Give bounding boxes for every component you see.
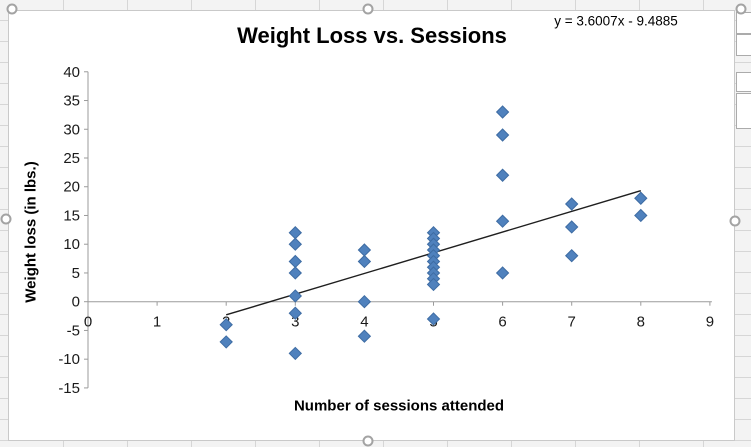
y-tick-label[interactable]: -15 <box>58 380 80 397</box>
resize-handle-top-center[interactable] <box>362 3 374 15</box>
scatter-point[interactable] <box>288 346 303 361</box>
scatter-point[interactable] <box>219 317 233 332</box>
scatter-point[interactable] <box>495 266 510 280</box>
scatter-point[interactable] <box>495 168 510 182</box>
x-tick-label[interactable]: 6 <box>498 314 506 331</box>
y-tick-label[interactable]: 40 <box>63 64 80 81</box>
y-tick-label[interactable]: 30 <box>63 121 80 138</box>
scatter-point[interactable] <box>357 254 372 269</box>
scatter-point[interactable] <box>288 237 303 251</box>
resize-handle-middle-right[interactable] <box>729 215 741 227</box>
scatter-point[interactable] <box>357 329 372 343</box>
x-tick-label[interactable]: 7 <box>568 314 576 331</box>
scatter-point[interactable] <box>288 289 303 303</box>
y-tick-label[interactable]: 0 <box>72 294 80 311</box>
scatter-point[interactable] <box>288 226 303 240</box>
spreadsheet-cell <box>736 93 751 129</box>
scatter-point[interactable] <box>219 335 233 349</box>
y-tick-label[interactable]: 35 <box>63 93 80 110</box>
y-tick-label[interactable]: 15 <box>63 207 80 224</box>
y-tick-label[interactable]: 5 <box>72 265 80 282</box>
y-tick-label[interactable]: -10 <box>58 351 80 368</box>
trendline-equation-label[interactable]: y = 3.6007x - 9.4885 <box>554 13 678 29</box>
chart-title[interactable]: Weight Loss vs. Sessions <box>237 23 507 48</box>
scatter-point[interactable] <box>288 254 303 269</box>
scatter-point[interactable] <box>357 294 372 309</box>
resize-handle-top-right[interactable] <box>735 3 747 15</box>
scatter-point[interactable] <box>564 197 579 211</box>
scatter-point[interactable] <box>426 277 441 292</box>
scatter-point[interactable] <box>357 243 372 257</box>
scatter-point[interactable] <box>564 249 579 263</box>
scatter-point[interactable] <box>288 266 303 280</box>
y-tick-label[interactable]: 20 <box>63 179 80 196</box>
spreadsheet-cell <box>736 72 751 92</box>
x-tick-label[interactable]: 9 <box>706 314 714 331</box>
y-axis-title[interactable]: Weight loss (in lbs.) <box>22 161 40 303</box>
x-tick-label[interactable]: 1 <box>153 314 161 331</box>
chart-area[interactable] <box>8 10 735 441</box>
scatter-point[interactable] <box>288 306 303 320</box>
scatter-point[interactable] <box>564 220 579 234</box>
resize-handle-top-left[interactable] <box>6 3 18 15</box>
resize-handle-bottom-center[interactable] <box>362 435 374 447</box>
scatter-point[interactable] <box>495 214 510 228</box>
y-tick-label[interactable]: -5 <box>67 322 80 339</box>
x-tick-label[interactable]: 8 <box>637 314 645 331</box>
scatter-point[interactable] <box>634 208 648 223</box>
resize-handle-middle-left[interactable] <box>0 213 12 225</box>
x-tick-label[interactable]: 0 <box>84 314 92 331</box>
scatter-point[interactable] <box>495 128 510 142</box>
x-axis-title[interactable]: Number of sessions attended <box>293 397 505 415</box>
x-tick-label[interactable]: 3 <box>291 314 299 331</box>
y-tick-label[interactable]: 25 <box>63 150 80 167</box>
scatter-point[interactable] <box>426 312 441 326</box>
y-tick-label[interactable]: 10 <box>63 236 80 253</box>
scatter-point[interactable] <box>634 191 648 205</box>
spreadsheet-cell <box>736 34 751 56</box>
scatter-point[interactable] <box>495 105 510 119</box>
x-tick-label[interactable]: 4 <box>360 314 368 331</box>
